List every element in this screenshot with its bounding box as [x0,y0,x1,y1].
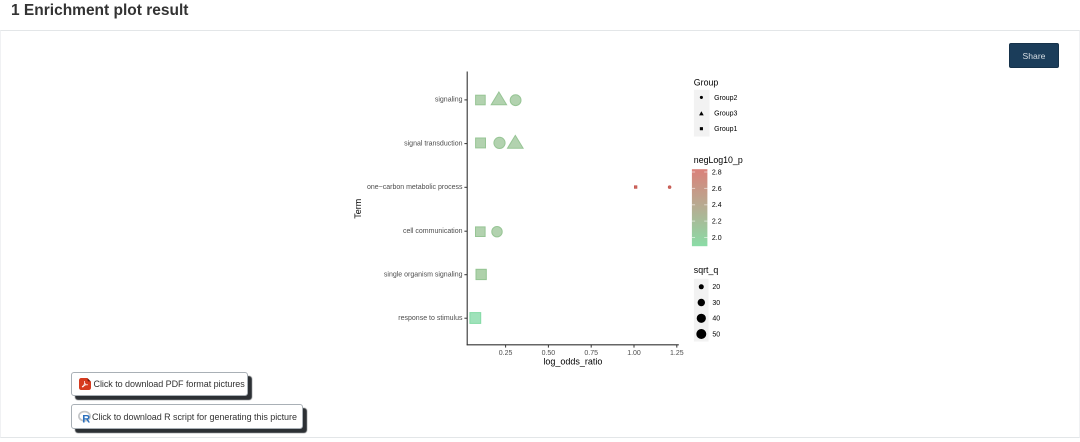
svg-text:20: 20 [712,284,720,291]
svg-text:2.4: 2.4 [712,202,722,209]
svg-text:Term: Term [353,199,363,219]
svg-text:negLog10_p: negLog10_p [694,155,743,165]
svg-text:log_odds_ratio: log_odds_ratio [543,357,602,367]
svg-text:30: 30 [712,300,720,307]
svg-text:0.50: 0.50 [542,350,556,357]
svg-text:1.00: 1.00 [627,350,641,357]
svg-text:Group: Group [694,78,719,88]
svg-text:R: R [82,413,90,424]
svg-text:2.2: 2.2 [712,219,722,226]
svg-text:cell communication: cell communication [403,228,463,235]
svg-text:2.0: 2.0 [712,235,722,242]
svg-text:0.25: 0.25 [499,350,513,357]
svg-text:0.75: 0.75 [584,350,598,357]
svg-text:Group1: Group1 [714,126,737,133]
svg-text:2.8: 2.8 [712,169,722,176]
svg-text:sqrt_q: sqrt_q [694,265,719,275]
svg-text:response to stimulus: response to stimulus [398,315,463,322]
svg-text:Group3: Group3 [714,111,737,118]
svg-text:Group2: Group2 [714,95,737,102]
svg-text:1.25: 1.25 [670,350,684,357]
svg-text:one−carbon metabolic process: one−carbon metabolic process [367,184,463,191]
svg-text:single organism signaling: single organism signaling [384,271,463,278]
svg-text:signal transduction: signal transduction [404,140,462,147]
svg-text:2.6: 2.6 [712,186,722,193]
svg-text:40: 40 [712,316,720,323]
svg-text:50: 50 [712,331,720,338]
svg-text:signaling: signaling [435,97,463,104]
